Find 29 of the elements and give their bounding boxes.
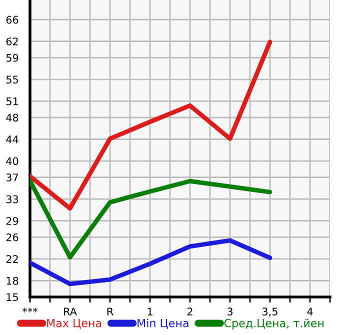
y-tick-label: 55 <box>6 76 18 84</box>
y-tick-label: 66 <box>6 16 18 24</box>
line-series <box>30 238 272 286</box>
legend-label: Min Цена <box>138 318 188 329</box>
x-tick-label: R <box>107 308 114 316</box>
y-tick-label: 37 <box>6 174 18 182</box>
y-tick-label: 40 <box>6 157 18 166</box>
y-tick-label: 44 <box>6 136 18 144</box>
y-tick-label: 62 <box>6 38 18 46</box>
legend-label: Max Цена <box>47 319 102 329</box>
y-tick-label: 59 <box>6 54 18 62</box>
x-tick-label: 3 <box>227 308 232 316</box>
y-tick-label: 33 <box>6 195 18 204</box>
y-tick-label: 48 <box>6 114 18 122</box>
y-tick-label: 18 <box>6 276 18 285</box>
y-tick-label: 29 <box>6 217 18 225</box>
y-tick-label: 51 <box>6 98 18 106</box>
y-tick-label: 26 <box>6 233 18 242</box>
x-tick-label: *** <box>22 308 38 312</box>
line-series <box>30 178 272 260</box>
x-tick-label: 2 <box>187 308 192 316</box>
x-tick-label: RA <box>64 308 77 316</box>
legend-label: Сред.Цена, т.йен <box>224 318 324 330</box>
x-tick-label: 1 <box>148 308 152 316</box>
x-tick-label: 4 <box>307 308 313 316</box>
line-series <box>30 40 272 211</box>
y-tick-label: 15 <box>6 293 18 302</box>
y-tick-label: 22 <box>6 255 18 263</box>
x-tick-label: 3,5 <box>262 308 278 317</box>
